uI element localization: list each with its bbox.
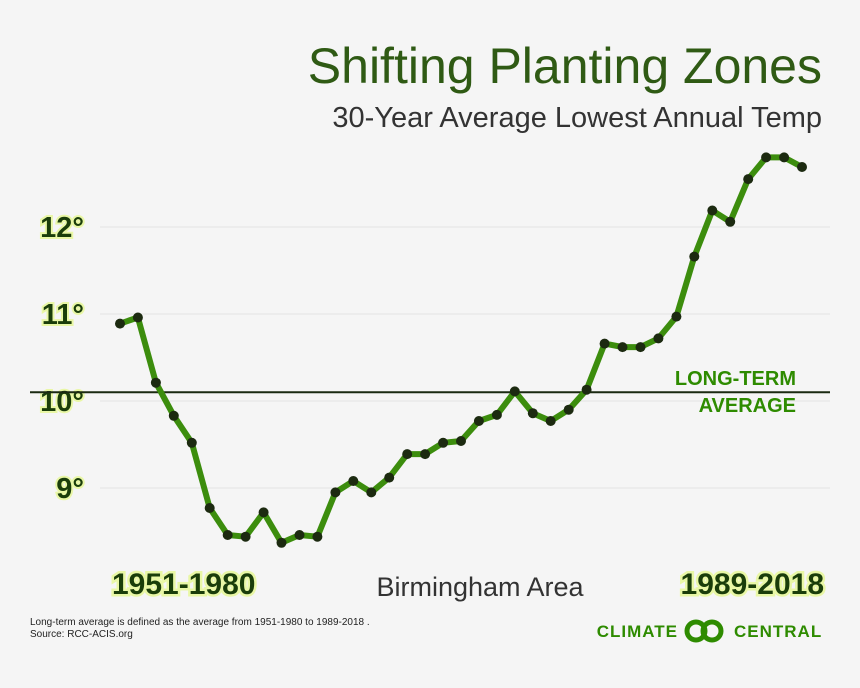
data-point: [707, 205, 718, 216]
series-markers: [115, 152, 807, 548]
data-point: [294, 530, 305, 540]
data-point: [725, 216, 736, 227]
data-point: [204, 503, 215, 513]
data-point: [545, 416, 556, 426]
grid: [100, 226, 830, 489]
data-point: [240, 531, 251, 542]
data-point: [527, 408, 538, 419]
brand-right-text: CENTRAL: [734, 622, 822, 641]
y-tick-label: 12°: [40, 212, 84, 244]
data-point: [563, 404, 574, 415]
data-point: [132, 312, 143, 323]
data-point: [312, 531, 323, 542]
series-line: [117, 154, 805, 546]
data-point: [150, 377, 161, 388]
reference-label-line2: AVERAGE: [699, 395, 796, 417]
series-line-group: [117, 154, 805, 546]
brand-left-text: CLIMATE: [597, 622, 678, 641]
data-point: [420, 449, 431, 460]
y-tick-label: 11°: [42, 299, 84, 331]
data-point: [168, 410, 179, 421]
data-point: [402, 449, 413, 460]
data-point: [438, 437, 449, 448]
start-period-label: 1951-1980: [112, 568, 255, 601]
data-point: [635, 342, 646, 353]
data-point: [330, 487, 341, 498]
y-axis-ticks: 9° 10° 11° 12°: [38, 210, 86, 507]
reference-label-line1: LONG-TERM: [675, 368, 796, 390]
data-point: [599, 338, 610, 349]
end-period-label: 1989-2018: [681, 568, 824, 601]
data-point: [743, 174, 754, 185]
data-point: [617, 342, 628, 353]
chart-subtitle: 30-Year Average Lowest Annual Temp: [332, 102, 822, 134]
data-point: [348, 476, 359, 486]
footnote-definition: Long-term average is defined as the aver…: [30, 617, 370, 628]
data-point: [115, 318, 125, 329]
data-point: [653, 333, 664, 344]
data-point: [366, 487, 377, 498]
data-point: [509, 386, 520, 397]
data-point: [797, 162, 807, 172]
data-point: [222, 530, 233, 540]
location-label: Birmingham Area: [376, 572, 584, 602]
data-point: [779, 152, 790, 163]
data-point: [384, 472, 395, 483]
chart-title: Shifting Planting Zones: [308, 38, 822, 94]
data-point: [186, 437, 197, 448]
y-tick-label: 10°: [40, 386, 84, 418]
data-point: [473, 416, 484, 426]
data-point: [456, 436, 466, 446]
data-point: [671, 311, 682, 322]
data-point: [689, 251, 700, 262]
data-point: [581, 384, 592, 395]
data-point: [258, 507, 269, 518]
data-point: [491, 409, 502, 420]
brand-logo: CLIMATE CENTRAL: [597, 619, 822, 643]
data-point: [761, 152, 772, 163]
footnote-source: Source: RCC-ACIS.org: [30, 629, 133, 640]
data-point: [276, 537, 287, 548]
y-tick-label: 9°: [56, 473, 84, 505]
interlocking-rings-icon: [684, 619, 724, 643]
